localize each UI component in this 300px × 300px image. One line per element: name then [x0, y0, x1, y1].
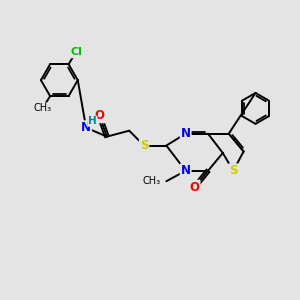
Text: CH₃: CH₃	[34, 103, 52, 113]
Text: N: N	[181, 164, 191, 177]
Text: O: O	[94, 109, 104, 122]
Text: N: N	[81, 121, 91, 134]
Text: O: O	[190, 181, 200, 194]
Text: CH₃: CH₃	[143, 176, 161, 186]
Text: H: H	[88, 116, 97, 126]
Text: N: N	[181, 127, 191, 140]
Text: S: S	[140, 139, 148, 152]
Text: S: S	[229, 164, 238, 177]
Text: Cl: Cl	[70, 47, 82, 57]
